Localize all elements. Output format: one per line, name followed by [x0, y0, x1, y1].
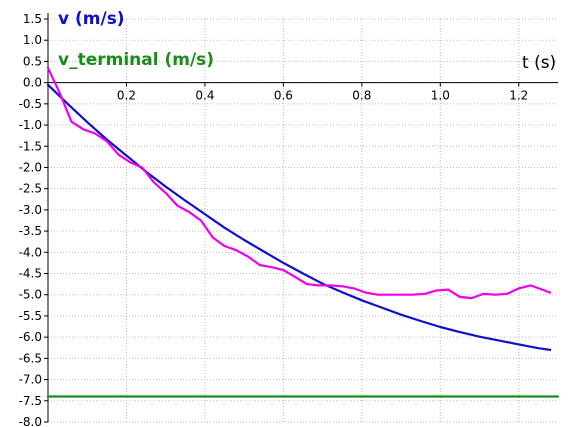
y-tick-label: -0.5 — [19, 97, 42, 111]
y-tick-label: -6.0 — [19, 330, 42, 344]
y-tick-label: 0.5 — [23, 54, 42, 68]
x-tick-label: 1.0 — [431, 89, 450, 103]
series-line-v — [46, 83, 552, 351]
y-tick-label: -2.5 — [19, 182, 42, 196]
y-tick-label: 1.0 — [23, 33, 42, 47]
x-tick-label: 1.2 — [509, 89, 528, 103]
y-tick-label: 0.0 — [23, 76, 42, 90]
series-label-v: v (m/s) — [58, 9, 125, 29]
y-tick-label: -1.5 — [19, 139, 42, 153]
series-line-v-measured — [46, 66, 552, 300]
y-tick-label: -5.0 — [19, 288, 42, 302]
legend: v (m/s) v_terminal (m/s) t (s) — [58, 9, 556, 73]
grid — [48, 18, 558, 423]
x-tick-label: 0.2 — [117, 89, 136, 103]
y-tick-label: -1.0 — [19, 118, 42, 132]
y-tick-label: -4.0 — [19, 245, 42, 259]
axes — [44, 13, 558, 423]
y-tick-label: -4.5 — [19, 267, 42, 281]
series — [46, 66, 560, 398]
y-tick-label: -7.0 — [19, 373, 42, 387]
y-tick-label: -6.5 — [19, 351, 42, 365]
y-tick-label: -5.5 — [19, 309, 42, 323]
x-axis-label: t (s) — [522, 53, 556, 73]
y-tick-label: -2.0 — [19, 160, 42, 174]
x-tick-label: 0.8 — [352, 89, 371, 103]
y-tick-label: -7.5 — [19, 394, 42, 408]
y-tick-label: -8.0 — [19, 415, 42, 427]
tick-labels: 1.5 1.0 0.5 0.0 -0.5 -1.0 -1.5 -2.0 -2.5 -3.0 -3.5… — [19, 12, 529, 427]
series-label-v-terminal: v_terminal (m/s) — [58, 50, 214, 70]
x-tick-label: 0.4 — [195, 89, 214, 103]
y-tick-label: 1.5 — [23, 12, 42, 26]
y-tick-label: -3.5 — [19, 224, 42, 238]
y-tick-label: -3.0 — [19, 203, 42, 217]
x-tick-label: 0.6 — [274, 89, 293, 103]
